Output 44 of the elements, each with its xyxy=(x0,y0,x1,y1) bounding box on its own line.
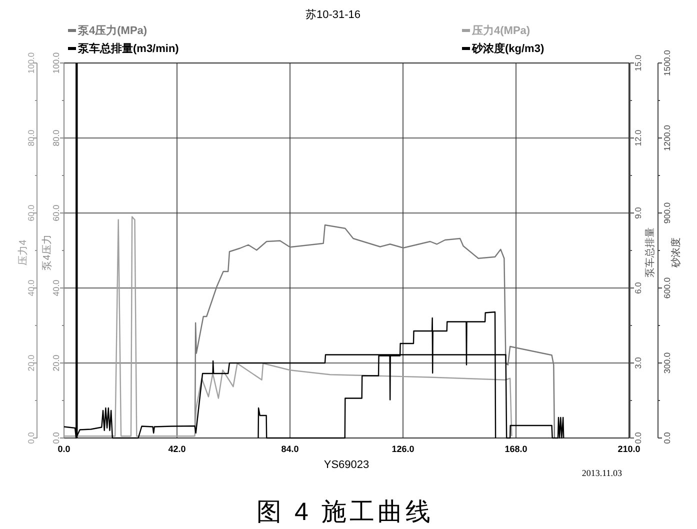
y-tick-label: 40.0 xyxy=(51,279,61,296)
y-tick-label: 80.0 xyxy=(51,129,61,146)
text: 80.0 xyxy=(26,130,36,146)
y2-tick-label: 0.0 xyxy=(633,432,643,444)
legend-label: 泵车总排量(m3/min) xyxy=(77,42,180,55)
y-tick-label: 60.0 xyxy=(51,204,61,222)
y3-tick-label: 300.0 xyxy=(662,352,672,374)
x-axis-title: YS69023 xyxy=(324,459,370,471)
y2-axis-title: 泵车总排量 xyxy=(644,228,656,278)
text: 2013.11.03 xyxy=(582,468,622,478)
text: 压力4 xyxy=(17,239,29,266)
x-tick-label: 126.0 xyxy=(392,444,414,454)
y-axis-title: 泵4压力 xyxy=(41,234,53,270)
y2-tick-label: 12.0 xyxy=(633,129,643,146)
y3-axis-title: 砂浓度 xyxy=(670,238,682,268)
y3-tick-label: 900.0 xyxy=(662,202,672,224)
y-tick-label: 20.0 xyxy=(51,354,61,372)
caption: 图 4 施工曲线 xyxy=(256,498,434,526)
y2-tick-label: 15.0 xyxy=(633,54,643,72)
legend-label: 压力4(MPa) xyxy=(471,24,530,37)
text: 0.0 xyxy=(26,432,36,444)
y2-tick-label: 6.0 xyxy=(633,282,643,294)
text: 60.0 xyxy=(26,204,36,222)
y2-tick-label: 3.0 xyxy=(633,356,643,369)
y-tick-label: 0.0 xyxy=(51,432,61,444)
y-tick-label: 100.0 xyxy=(51,52,61,74)
y3-tick-label: 0.0 xyxy=(662,432,672,444)
x-tick-label: 42.0 xyxy=(168,444,186,454)
text: 20.0 xyxy=(26,354,36,372)
legend-label: 泵4压力(MPa) xyxy=(77,24,148,37)
line-series xyxy=(63,216,512,437)
legend-label: 砂浓度(kg/m3) xyxy=(471,42,544,55)
text: 40.0 xyxy=(26,280,36,296)
chart-title: 苏10-31-16 xyxy=(305,8,361,21)
y3-tick-label: 1200.0 xyxy=(662,124,672,151)
y3-tick-label: 1500.0 xyxy=(662,50,672,76)
x-tick-label: 210.0 xyxy=(618,444,640,454)
x-tick-label: 168.0 xyxy=(504,444,528,454)
x-tick-label: 0.0 xyxy=(58,444,70,454)
y2-tick-label: 9.0 xyxy=(633,206,643,219)
line-series xyxy=(194,224,556,439)
text: 100.0 xyxy=(26,52,36,74)
y3-tick-label: 600.0 xyxy=(662,277,672,299)
x-tick-label: 84.0 xyxy=(281,444,299,454)
